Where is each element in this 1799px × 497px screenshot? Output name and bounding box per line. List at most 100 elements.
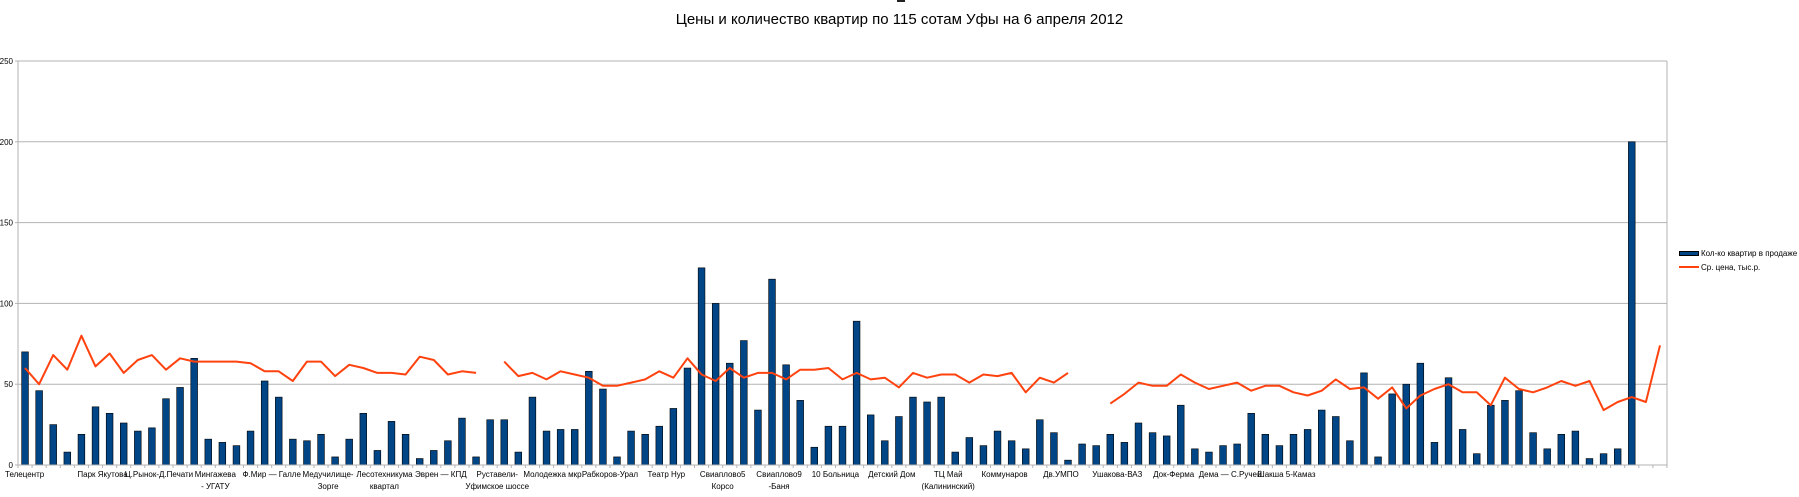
bar xyxy=(1219,445,1227,466)
bar xyxy=(1022,448,1030,466)
bar xyxy=(500,419,508,466)
bar xyxy=(542,430,551,466)
bar xyxy=(613,456,621,466)
bar xyxy=(937,396,945,466)
bar xyxy=(655,425,663,466)
bar xyxy=(1501,400,1509,466)
x-category-label: Лесотехникума xyxy=(356,470,413,479)
bar xyxy=(472,456,480,466)
x-category-label: Молодежка мкр. xyxy=(523,470,583,479)
x-category-label: Ушакова-ВАЗ xyxy=(1092,470,1142,479)
bar xyxy=(909,396,917,466)
bar-swatch-icon xyxy=(1679,250,1699,256)
y-tick-label: 100 xyxy=(0,299,14,308)
bar xyxy=(260,380,269,466)
bar xyxy=(1050,432,1058,466)
bar xyxy=(923,401,931,466)
bar xyxy=(754,409,762,466)
bar xyxy=(599,388,607,466)
x-category-label: -Баня xyxy=(769,482,790,491)
x-category-label: Зорге xyxy=(318,482,339,491)
bar xyxy=(1120,442,1129,466)
bar xyxy=(852,320,861,466)
bar xyxy=(148,427,156,466)
bar xyxy=(1416,362,1425,466)
bar xyxy=(1233,443,1241,466)
bar xyxy=(1585,458,1594,466)
bar xyxy=(1458,429,1467,466)
bar xyxy=(444,440,452,466)
price-line xyxy=(24,334,1661,412)
x-category-label: Мингажева xyxy=(195,470,237,479)
bar xyxy=(120,422,128,466)
title-decoration xyxy=(897,0,905,2)
x-category-label: Детский Дом xyxy=(868,470,915,479)
bar xyxy=(1205,451,1213,466)
bar xyxy=(275,396,283,466)
bar xyxy=(951,451,959,466)
bar xyxy=(979,445,988,466)
bar xyxy=(1275,445,1284,466)
bar xyxy=(824,425,833,466)
bar xyxy=(1444,377,1453,466)
bar xyxy=(1007,440,1016,466)
bar xyxy=(1628,141,1636,466)
bar xyxy=(218,442,227,466)
x-category-label: Свиаплово5 xyxy=(700,470,746,479)
bar xyxy=(1092,445,1100,466)
bar xyxy=(176,387,184,466)
bar xyxy=(867,414,875,466)
bar xyxy=(711,303,720,466)
x-category-label: Уфимское шоссе xyxy=(465,482,529,491)
bar xyxy=(77,433,86,466)
chart-title: Цены и количество квартир по 115 сотам У… xyxy=(675,11,1124,28)
bar xyxy=(1529,432,1537,466)
bar xyxy=(669,408,678,466)
bar xyxy=(345,438,353,466)
bar xyxy=(881,440,889,466)
line-series xyxy=(24,334,1661,412)
bar xyxy=(1571,430,1580,466)
legend-item-bars: Кол-ко квартир в продаже xyxy=(1679,246,1797,260)
bar xyxy=(1261,433,1270,466)
bar xyxy=(1064,459,1072,466)
bar xyxy=(63,451,72,466)
x-category-label: 10 Больница xyxy=(812,470,860,479)
y-tick-label: 250 xyxy=(0,57,14,66)
bar xyxy=(1318,409,1326,466)
bar xyxy=(105,412,114,466)
x-category-label: Док-Ферма xyxy=(1153,470,1195,479)
bar xyxy=(810,446,818,466)
x-category-label: Шакша 5-Камаз xyxy=(1257,470,1315,479)
bar xyxy=(430,450,438,466)
bar xyxy=(571,429,579,466)
x-category-label: Эврен — КПД xyxy=(415,470,467,479)
bar xyxy=(1473,453,1481,466)
x-category-label: (Калининский) xyxy=(922,482,976,491)
x-category-label: Парк Якутова xyxy=(77,470,128,479)
bar xyxy=(585,370,593,466)
bar xyxy=(1430,442,1439,466)
bar xyxy=(415,458,424,466)
bar xyxy=(190,358,198,466)
bar xyxy=(1148,432,1157,466)
bar xyxy=(627,430,635,466)
x-category-label: Коммунаров xyxy=(981,470,1027,479)
x-category-label: Медучилище- xyxy=(303,470,354,479)
bar xyxy=(91,406,100,466)
bar xyxy=(726,362,734,466)
bar xyxy=(134,430,142,466)
bar xyxy=(401,433,410,466)
bar xyxy=(1557,433,1565,466)
bar xyxy=(1289,433,1298,466)
bar xyxy=(796,400,804,466)
bar xyxy=(1247,412,1255,466)
bar xyxy=(331,456,339,466)
x-category-label: Театр Нур xyxy=(648,470,686,479)
x-category-label: Рабкоров-Урал xyxy=(582,470,639,479)
bar xyxy=(1162,435,1171,466)
bar xyxy=(35,390,43,466)
bar xyxy=(387,421,396,466)
bar xyxy=(486,419,494,466)
